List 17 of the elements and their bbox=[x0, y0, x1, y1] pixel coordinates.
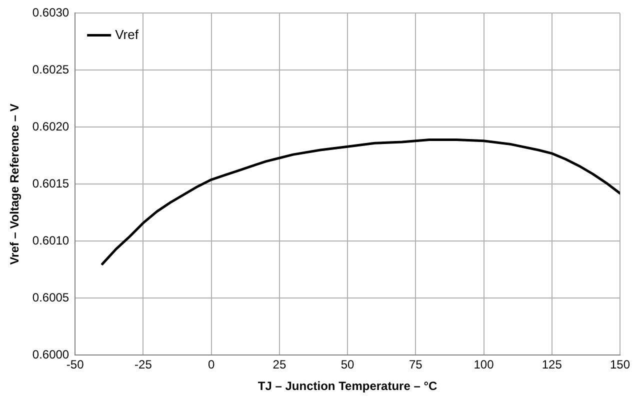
y-tick-label: 0.6025 bbox=[32, 62, 70, 77]
x-tick-label: 100 bbox=[474, 358, 494, 372]
y-axis-title: Vref – Voltage Reference – V bbox=[8, 104, 22, 265]
y-tick-label: 0.6020 bbox=[32, 120, 70, 134]
y-tick-label: 0.6030 bbox=[32, 6, 70, 20]
x-tick-label: 75 bbox=[408, 358, 423, 372]
x-axis-title: TJ – Junction Temperature – °C bbox=[258, 379, 438, 394]
x-tick-label: -25 bbox=[134, 358, 152, 372]
x-tick-label: 150 bbox=[610, 358, 630, 372]
y-tick-label: 0.6010 bbox=[32, 234, 70, 248]
x-tick-label: 50 bbox=[340, 358, 355, 372]
y-tick-label: 0.6005 bbox=[32, 290, 70, 305]
x-tick-label: 125 bbox=[542, 358, 562, 372]
x-tick-label: 25 bbox=[272, 358, 286, 372]
y-tick-label: 0.6015 bbox=[32, 176, 70, 191]
legend-label: Vref bbox=[115, 26, 139, 42]
x-tick-label: 0 bbox=[208, 358, 215, 372]
